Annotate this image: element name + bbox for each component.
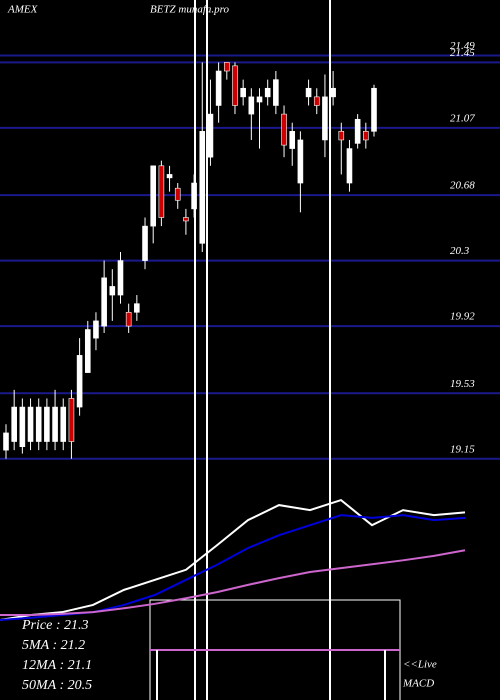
candle-body [158,165,165,218]
candle-body [297,139,304,184]
candle-body [232,65,238,106]
candle-body [322,96,328,141]
y-tick-label: 20.3 [450,245,470,257]
candle-body [101,277,107,327]
legend-entry: 50MA : 20.5 [22,678,92,693]
macd-box [149,599,401,700]
candle-body [264,87,271,98]
macd-label: <<Live [403,659,437,671]
candle-body [354,118,361,144]
legend-entry: Price : 21.3 [21,618,88,633]
grid [0,54,500,460]
candle-body [117,260,124,296]
candle-body [27,406,34,442]
exchange: AMEX [7,4,39,16]
candle-body [289,131,296,149]
candle-body [371,87,377,132]
candle-body [44,406,50,442]
candle-body [305,87,312,98]
candle-body [273,79,279,106]
candle-body [313,96,320,106]
candle-body [174,187,181,201]
candle-body [142,225,148,261]
y-tick-label: 21.49 [450,40,475,52]
candle-body [281,113,287,146]
candle-body [363,131,369,141]
candle-body [330,87,336,98]
candle-body [19,406,26,448]
candle-body [183,217,189,222]
candle-body [84,329,91,373]
candle-body [150,165,156,227]
y-tick-label: 19.92 [450,311,475,323]
candle-body [346,148,353,184]
candle-body [256,96,263,103]
candle-body [166,174,173,179]
candle-body [215,70,222,106]
candle-body [248,96,255,115]
candle-body [109,286,116,296]
candle-body [224,62,230,72]
candle-body [52,406,58,442]
candle-body [76,355,83,408]
candle-body [207,113,214,158]
ma-line [0,549,466,616]
candle-body [134,303,140,313]
ma-line [0,498,466,621]
candle-body [35,406,42,442]
y-tick-label: 19.53 [450,378,475,390]
macd-label: MACD [402,678,434,690]
candle-body [3,432,9,451]
candle-body [191,182,197,210]
candle-body [338,131,345,141]
legend-entry: 5MA : 21.2 [22,638,85,653]
candle-body [199,131,206,244]
candle-body [93,320,99,339]
candle-body [60,406,67,442]
y-tick-label: 21.07 [450,112,475,124]
candle-body [11,406,17,442]
y-tick-label: 20.68 [450,180,475,192]
chart-title: BETZ munafa.pro [150,4,230,16]
legend-entry: 12MA : 21.1 [22,658,92,673]
candle-body [240,87,246,98]
candle-body [68,398,75,442]
y-tick-label: 19.15 [450,443,475,455]
candle-body [125,311,132,327]
y-tick-label: 21.45 [450,47,475,59]
